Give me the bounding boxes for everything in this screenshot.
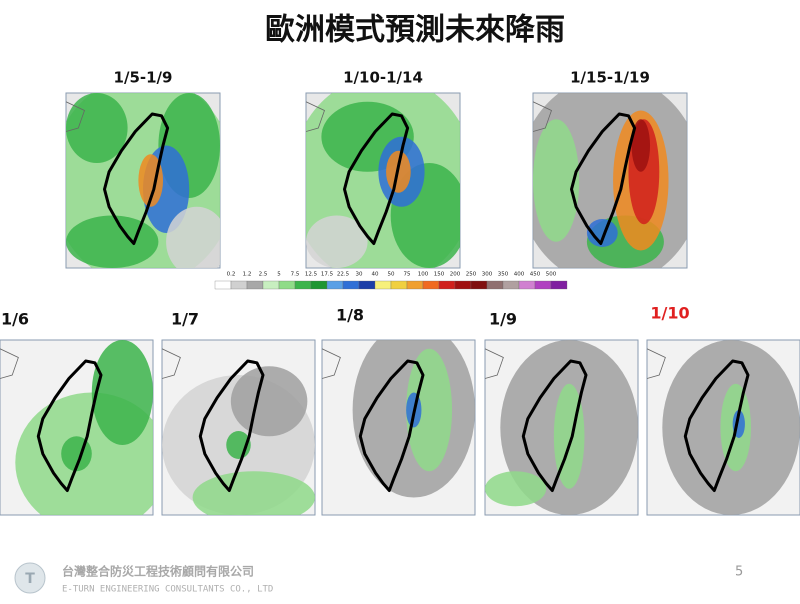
scale-swatch (438, 280, 456, 290)
china-coast (322, 348, 341, 379)
scale-tick-label: 400 (514, 272, 525, 278)
scale-swatch (342, 280, 360, 290)
map-label: 1/8 (336, 306, 364, 325)
scale-tick-label: 75 (404, 272, 411, 278)
map-label: 1/15-1/19 (570, 69, 650, 87)
rain-field (0, 340, 153, 515)
map-label: 1/6 (1, 310, 29, 329)
scale-swatch (406, 280, 424, 290)
rain-area (586, 219, 618, 247)
china-coast (0, 348, 19, 379)
scale-tick-label: 40 (372, 272, 379, 278)
scale-swatch (262, 280, 280, 290)
scale-swatch (502, 280, 520, 290)
scale-tick-label: 5 (277, 272, 281, 278)
scale-swatch (246, 280, 264, 290)
scale-tick-label: 200 (450, 272, 461, 278)
logo-mark: T (25, 571, 35, 587)
rain-area (91, 340, 153, 445)
rain-area (306, 215, 368, 268)
rain-area (166, 206, 220, 268)
scale-swatch (550, 280, 568, 290)
china-coast (485, 348, 504, 379)
rain-area (631, 119, 651, 172)
scale-swatch (230, 280, 248, 290)
china-coast (533, 101, 552, 132)
taiwan-outline (198, 359, 265, 492)
scale-tick-label: 150 (434, 272, 445, 278)
scale-tick-label: 450 (530, 272, 541, 278)
rain-field (322, 340, 475, 498)
scale-tick-label: 250 (466, 272, 477, 278)
color-scale: 0.2 1.2 2.5 5 7.5 12.5 17.5 22.5 30 40 50 75 100 150 2… (214, 272, 568, 290)
scale-swatch (534, 280, 552, 290)
logo (14, 562, 46, 594)
rain-field (306, 93, 460, 268)
taiwan-outline (36, 359, 103, 492)
taiwan-outline (343, 112, 410, 245)
china-coast (647, 348, 666, 379)
scale-tick-label: 2.5 (259, 272, 268, 278)
scale-swatch (294, 280, 312, 290)
scale-swatch (486, 280, 504, 290)
scale-swatch (326, 280, 344, 290)
rain-area (485, 471, 547, 507)
map-label: 1/7 (171, 310, 199, 329)
scale-swatch (214, 280, 232, 290)
rain-area (533, 119, 580, 242)
map-label: 1/10-1/14 (343, 69, 423, 87)
rain-field (162, 348, 315, 515)
rain-area (66, 215, 159, 268)
scale-swatch (518, 280, 536, 290)
scale-tick-label: 50 (388, 272, 395, 278)
taiwan-outline (683, 359, 750, 492)
company-name: 台灣整合防災工程技術顧問有限公司 (62, 564, 254, 579)
scale-swatch (278, 280, 296, 290)
scale-tick-label: 100 (418, 272, 429, 278)
rain-field (647, 340, 800, 515)
rain-field (533, 93, 687, 268)
map-label: 1/5-1/9 (114, 69, 173, 87)
taiwan-outline (358, 359, 425, 492)
maps (0, 92, 800, 516)
rain-area (406, 348, 453, 472)
page-number: 5 (735, 565, 743, 580)
scale-tick-label: 500 (546, 272, 557, 278)
slide-title: 歐洲模式預測未來降雨 (265, 13, 565, 48)
rain-area (230, 366, 308, 437)
company-name-en: E-TURN ENGINEERING CONSULTANTS CO., LTD (62, 585, 273, 595)
scale-swatch (454, 280, 472, 290)
china-coast (162, 348, 181, 379)
scale-swatch (470, 280, 488, 290)
rain-field (66, 93, 220, 268)
scale-tick-label: 1.2 (243, 272, 252, 278)
scale-swatch (310, 280, 328, 290)
scale-tick-label: 0.2 (227, 272, 236, 278)
rain-field (485, 340, 638, 515)
map-label: 1/10 (650, 304, 689, 323)
scale-tick-label: 30 (356, 272, 363, 278)
taiwan-outline (570, 112, 637, 245)
scale-tick-label: 17.5 (321, 272, 334, 278)
scale-tick-label: 350 (498, 272, 509, 278)
china-coast (306, 101, 325, 132)
scale-swatch (374, 280, 392, 290)
scale-swatch (422, 280, 440, 290)
scale-swatch (390, 280, 408, 290)
china-coast (66, 101, 85, 132)
rain-area (66, 93, 128, 163)
scale-tick-label: 22.5 (337, 272, 350, 278)
taiwan-outline (103, 112, 170, 245)
scale-tick-label: 12.5 (305, 272, 318, 278)
scale-tick-label: 7.5 (291, 272, 300, 278)
scale-swatch (358, 280, 376, 290)
taiwan-outline (521, 359, 588, 492)
map-label: 1/9 (489, 310, 517, 329)
scale-tick-label: 300 (482, 272, 493, 278)
